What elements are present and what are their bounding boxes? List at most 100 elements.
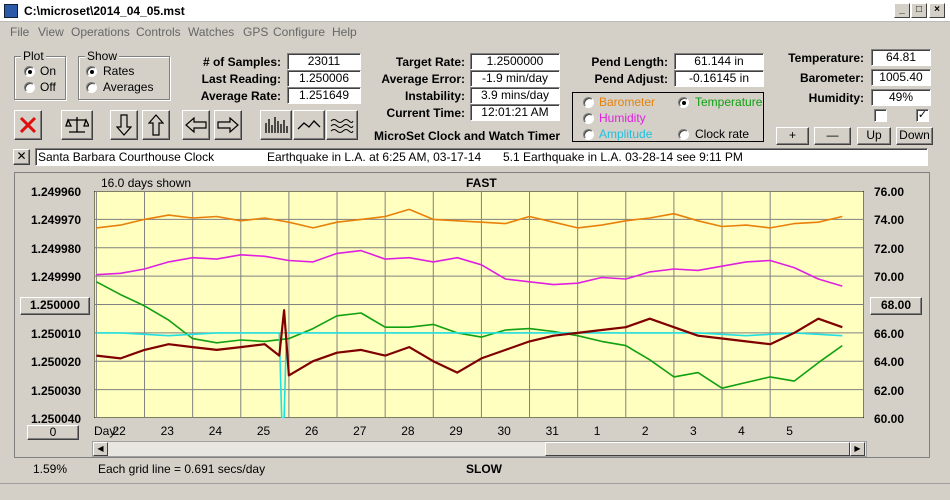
target-rate-field[interactable]: 1.2500000 [470,53,560,70]
day-label: Day: [94,424,119,438]
down-button[interactable]: Down [896,127,933,145]
sensor-temperature-label: Temperature [695,95,763,109]
line-plot-button[interactable] [293,110,325,140]
balance-button[interactable] [61,110,93,140]
note-2: 5.1 Earthquake in L.A. 03-28-14 see 9:11… [503,150,743,164]
sensor-humidity-radio[interactable] [583,113,594,124]
plot-off-radio[interactable] [24,82,35,93]
x-tick-label: 29 [449,424,463,438]
pend-adjust-field: -0.16145 in [674,70,764,87]
y-left-tick: 1.250020 [31,355,82,369]
instability-label: Instability: [404,89,465,103]
x-tick-label: 2 [641,424,649,438]
minimize-button[interactable]: _ [894,3,910,18]
y-right-center-button[interactable]: 68.00 [870,297,922,315]
average-error-label: Average Error: [381,72,465,86]
plot-off-label: Off [40,80,56,94]
y-left-bottom-button[interactable]: 0 [27,425,79,440]
days-shown: 16.0 days shown [101,176,192,190]
y-right-tick: 76.00 [874,185,905,199]
sensor-amplitude-radio[interactable] [583,129,594,140]
horizontal-scrollbar[interactable]: ◀ ▶ [92,441,867,457]
x-tick-label: 28 [401,424,415,438]
clock-name: Santa Barbara Courthouse Clock [38,150,215,164]
x-tick-label: 26 [304,424,319,438]
down-arrow-button[interactable] [110,110,138,140]
y-right-tick: 74.00 [874,213,905,227]
decrease-button[interactable]: — [814,127,851,145]
arrow-right-icon [217,117,239,133]
y-left-tick: 1.249990 [31,270,82,284]
menu-operations[interactable]: Operations [71,25,130,39]
x-tick-label: 1 [593,424,601,438]
menu-file[interactable]: File [10,25,30,39]
pend-length-field[interactable]: 61.144 in [674,53,764,70]
barometer-field: 1005.40 [871,69,931,86]
show-averages-label: Averages [103,80,154,94]
sensor-checkbox-1[interactable] [874,109,887,122]
close-button[interactable]: × [929,3,945,18]
x-tick-label: 4 [738,424,745,438]
series-line-0 [96,208,843,229]
current-time-label: Current Time: [386,106,465,120]
x-tick-label: 27 [353,424,367,438]
arrow-up-icon [148,114,164,136]
samples-label: # of Samples: [202,55,281,69]
current-time-field: 12:01:21 AM [470,104,560,121]
y-right-tick: 70.00 [874,270,905,284]
right-arrow-button[interactable] [214,110,242,140]
y-right-tick: 72.00 [874,242,905,256]
barometer-label: Barometer: [799,71,864,85]
menu-gps[interactable]: GPS [243,25,269,39]
menu-configure[interactable]: Configure [273,25,326,39]
x-tick-label: 31 [545,424,559,438]
scroll-right-arrow-icon[interactable]: ▶ [850,442,865,456]
sensor-clock-rate-radio[interactable] [678,129,689,140]
left-arrow-button[interactable] [182,110,210,140]
sensor-amplitude-label: Amplitude [599,127,653,141]
stop-button[interactable] [14,110,42,140]
sensor-barometer-radio[interactable] [583,97,594,108]
menu-controls[interactable]: Controls [136,25,181,39]
x-tick-label: 24 [208,424,223,438]
x-tick-label: 5 [786,424,793,438]
series-line-3 [96,332,843,418]
y-right-tick: 60.00 [874,412,905,426]
show-averages-radio[interactable] [86,82,97,93]
y-left-center-button[interactable]: 1.250000 [20,297,90,315]
up-button[interactable]: Up [857,127,891,145]
target-rate-label: Target Rate: [395,55,465,69]
increase-button[interactable]: + [776,127,809,145]
temperature-label: Temperature: [788,51,864,65]
arrow-down-icon [116,114,132,136]
maximize-button[interactable]: □ [911,3,927,18]
x-tick-label: 3 [689,424,697,438]
show-rates-radio[interactable] [86,66,97,77]
sensor-clock-rate-label: Clock rate [695,127,750,141]
notes-field[interactable]: Santa Barbara Courthouse Clock Earthquak… [35,148,928,166]
menu-help[interactable]: Help [332,25,357,39]
percent-readout: 1.59% [33,462,68,476]
temperature-field: 64.81 [871,49,931,66]
wave-plot-button[interactable] [326,110,358,140]
series-line-2 [96,281,843,389]
series-line-4 [96,309,843,377]
menu-watches[interactable]: Watches [188,25,235,39]
histogram-button[interactable] [260,110,292,140]
clear-notes-button[interactable]: ✕ [13,149,30,165]
x-tick-label: 30 [497,424,511,438]
sensor-checkbox-2[interactable]: ✓ [916,109,929,122]
y-left-tick: 1.249980 [31,242,82,256]
line-plot-icon [297,120,321,130]
scroll-left-arrow-icon[interactable]: ◀ [93,442,108,456]
sensor-humidity-label: Humidity [599,111,646,125]
y-right-tick: 62.00 [874,384,905,398]
scrollbar-thumb[interactable] [545,442,850,456]
plot-on-radio[interactable] [24,66,35,77]
average-rate-field: 1.251649 [287,87,361,104]
up-arrow-button[interactable] [142,110,170,140]
slow-label: SLOW [466,462,502,476]
sensor-temperature-radio[interactable] [678,97,689,108]
menu-view[interactable]: View [38,25,64,39]
show-group: Show [78,49,170,100]
